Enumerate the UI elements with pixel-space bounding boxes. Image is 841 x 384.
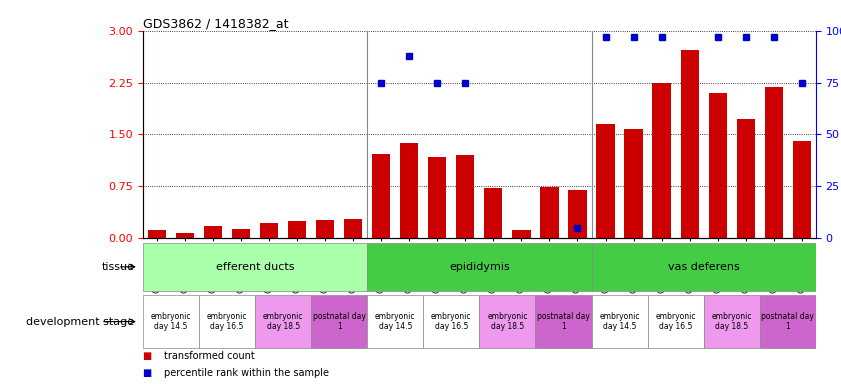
- Text: postnatal day
1: postnatal day 1: [761, 312, 814, 331]
- Bar: [372, 154, 390, 238]
- Bar: [143, 295, 199, 348]
- Bar: [479, 295, 536, 348]
- Text: percentile rank within the sample: percentile rank within the sample: [164, 367, 329, 377]
- Text: tissue: tissue: [102, 262, 135, 272]
- Bar: [591, 295, 648, 348]
- Text: postnatal day
1: postnatal day 1: [537, 312, 590, 331]
- Bar: [368, 295, 423, 348]
- Bar: [260, 223, 278, 238]
- Text: embryonic
day 14.5: embryonic day 14.5: [375, 312, 415, 331]
- Bar: [428, 157, 447, 238]
- Bar: [569, 190, 586, 238]
- Bar: [255, 295, 311, 348]
- Bar: [704, 295, 759, 348]
- Bar: [484, 188, 502, 238]
- Bar: [653, 83, 670, 238]
- Bar: [512, 230, 531, 238]
- Bar: [708, 93, 727, 238]
- Bar: [311, 295, 368, 348]
- Bar: [764, 88, 783, 238]
- Text: embryonic
day 16.5: embryonic day 16.5: [207, 312, 247, 331]
- Bar: [591, 243, 816, 291]
- Bar: [792, 141, 811, 238]
- Text: GDS3862 / 1418382_at: GDS3862 / 1418382_at: [143, 17, 288, 30]
- Text: embryonic
day 16.5: embryonic day 16.5: [655, 312, 696, 331]
- Bar: [232, 229, 250, 238]
- Text: embryonic
day 18.5: embryonic day 18.5: [711, 312, 752, 331]
- Text: embryonic
day 16.5: embryonic day 16.5: [431, 312, 472, 331]
- Text: embryonic
day 14.5: embryonic day 14.5: [151, 312, 191, 331]
- Bar: [596, 124, 615, 238]
- Bar: [316, 220, 334, 238]
- Text: efferent ducts: efferent ducts: [216, 262, 294, 272]
- Text: development stage: development stage: [26, 316, 135, 327]
- Bar: [456, 155, 474, 238]
- Bar: [759, 295, 816, 348]
- Text: embryonic
day 18.5: embryonic day 18.5: [487, 312, 527, 331]
- Text: ■: ■: [143, 367, 156, 377]
- Text: embryonic
day 14.5: embryonic day 14.5: [600, 312, 640, 331]
- Bar: [204, 226, 222, 238]
- Text: vas deferens: vas deferens: [668, 262, 739, 272]
- Text: postnatal day
1: postnatal day 1: [313, 312, 366, 331]
- Bar: [624, 129, 643, 238]
- Bar: [648, 295, 704, 348]
- Bar: [288, 222, 306, 238]
- Bar: [737, 119, 754, 238]
- Bar: [199, 295, 255, 348]
- Bar: [368, 243, 591, 291]
- Bar: [680, 50, 699, 238]
- Bar: [536, 295, 591, 348]
- Bar: [143, 243, 368, 291]
- Text: ■: ■: [143, 351, 156, 361]
- Bar: [400, 143, 418, 238]
- Bar: [344, 219, 362, 238]
- Bar: [540, 187, 558, 238]
- Bar: [423, 295, 479, 348]
- Bar: [176, 233, 194, 238]
- Text: embryonic
day 18.5: embryonic day 18.5: [263, 312, 304, 331]
- Text: transformed count: transformed count: [164, 351, 255, 361]
- Bar: [148, 230, 166, 238]
- Text: epididymis: epididymis: [449, 262, 510, 272]
